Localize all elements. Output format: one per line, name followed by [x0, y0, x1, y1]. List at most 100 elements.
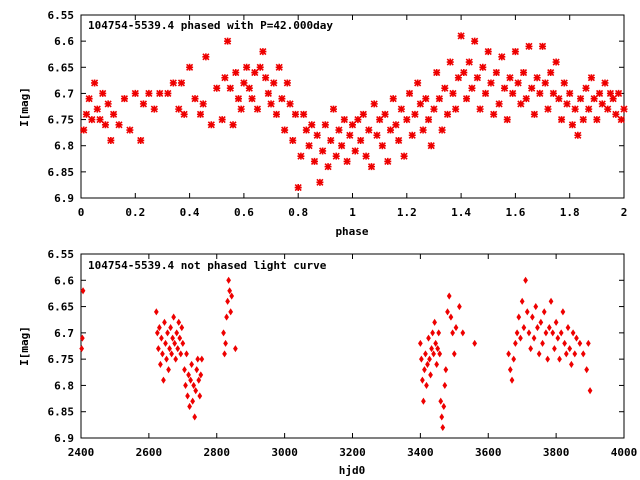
y-tick-label: 6.75 — [48, 114, 75, 127]
x-tick-label: 3200 — [339, 446, 366, 459]
data-point — [226, 276, 231, 284]
data-point — [513, 339, 518, 347]
data-point — [557, 355, 562, 363]
data-point — [530, 110, 538, 118]
chart-phased: 104754-5539.4 phased with P=42.000day ph… — [18, 9, 628, 238]
data-point — [370, 100, 378, 108]
data-point — [227, 287, 233, 295]
data-point — [560, 79, 568, 87]
data-point — [544, 105, 552, 113]
data-point — [473, 74, 481, 82]
x-tick-label: 3600 — [475, 446, 502, 459]
data-point — [533, 303, 539, 311]
data-point — [422, 95, 430, 103]
data-point — [221, 329, 226, 337]
data-point — [506, 74, 514, 82]
data-point — [186, 63, 194, 71]
data-point — [224, 313, 229, 321]
data-point — [514, 79, 522, 87]
data-point — [196, 376, 202, 384]
data-point — [150, 105, 158, 113]
data-point — [541, 79, 549, 87]
data-point — [571, 105, 579, 113]
data-point — [264, 89, 272, 97]
data-point — [186, 371, 191, 379]
data-point — [91, 79, 99, 87]
data-point — [572, 350, 578, 358]
data-point — [300, 110, 308, 118]
data-point — [615, 89, 623, 97]
data-point — [576, 95, 585, 103]
data-point — [267, 100, 275, 108]
data-point — [509, 89, 517, 97]
data-point — [79, 334, 85, 342]
data-point — [82, 110, 90, 118]
chart-unphased: 104754-5539.4 not phased light curve hjd… — [18, 248, 637, 477]
data-point — [587, 387, 593, 395]
data-point — [386, 126, 395, 134]
data-point — [422, 366, 427, 374]
x-tick-label: 3400 — [407, 446, 434, 459]
data-point — [156, 345, 161, 353]
data-point — [297, 152, 305, 160]
data-point — [541, 308, 547, 316]
data-point — [376, 116, 384, 124]
y-tick-label: 6.65 — [48, 301, 75, 314]
data-point — [453, 324, 459, 332]
data-point — [450, 329, 455, 337]
data-point — [190, 397, 196, 405]
data-point — [568, 121, 576, 129]
data-point — [262, 74, 270, 82]
y-tick-label: 6.9 — [54, 192, 74, 205]
data-point — [419, 355, 424, 363]
data-point — [468, 84, 476, 92]
data-point — [226, 84, 234, 92]
data-point — [213, 84, 221, 92]
data-point — [521, 324, 527, 332]
data-point — [424, 116, 433, 124]
data-point — [354, 116, 362, 124]
data-point — [530, 313, 535, 321]
data-point — [430, 329, 435, 337]
data-point — [528, 84, 536, 92]
data-point — [189, 360, 194, 368]
data-point — [79, 345, 85, 353]
data-point — [429, 345, 434, 353]
data-point — [545, 355, 551, 363]
y-tick-label: 6.55 — [48, 248, 75, 261]
data-point — [442, 381, 448, 389]
data-point — [180, 110, 188, 118]
data-point — [438, 397, 444, 405]
data-point — [433, 68, 441, 77]
data-point — [540, 339, 545, 347]
data-point — [481, 89, 490, 97]
data-point — [316, 178, 324, 186]
data-point — [310, 157, 319, 165]
data-point — [222, 350, 227, 358]
y-tick-label: 6.7 — [54, 327, 74, 340]
data-point — [324, 163, 332, 171]
x-tick-label: 2800 — [204, 446, 231, 459]
data-point — [221, 74, 229, 82]
x-tick-label: 0 — [78, 206, 85, 219]
data-point — [552, 345, 557, 353]
data-point — [251, 68, 259, 77]
x-tick-label: 0.4 — [180, 206, 200, 219]
data-point — [110, 110, 118, 118]
data-point — [448, 313, 454, 321]
data-point — [389, 95, 397, 103]
y-axis-label: I[mag] — [18, 87, 31, 127]
y-axis-ticks: 6.55 6.6 6.65 6.7 6.75 6.8 6.85 6.9 — [48, 248, 624, 445]
data-point — [174, 329, 180, 337]
y-tick-label: 6.8 — [54, 379, 74, 392]
data-point — [171, 313, 177, 321]
data-point — [506, 350, 511, 358]
data-point — [587, 74, 595, 82]
data-point — [509, 376, 515, 384]
data-point — [272, 110, 281, 118]
data-point — [435, 345, 441, 353]
data-point — [159, 334, 164, 342]
data-point — [617, 116, 625, 124]
data-point — [329, 105, 338, 113]
data-point — [357, 136, 365, 145]
